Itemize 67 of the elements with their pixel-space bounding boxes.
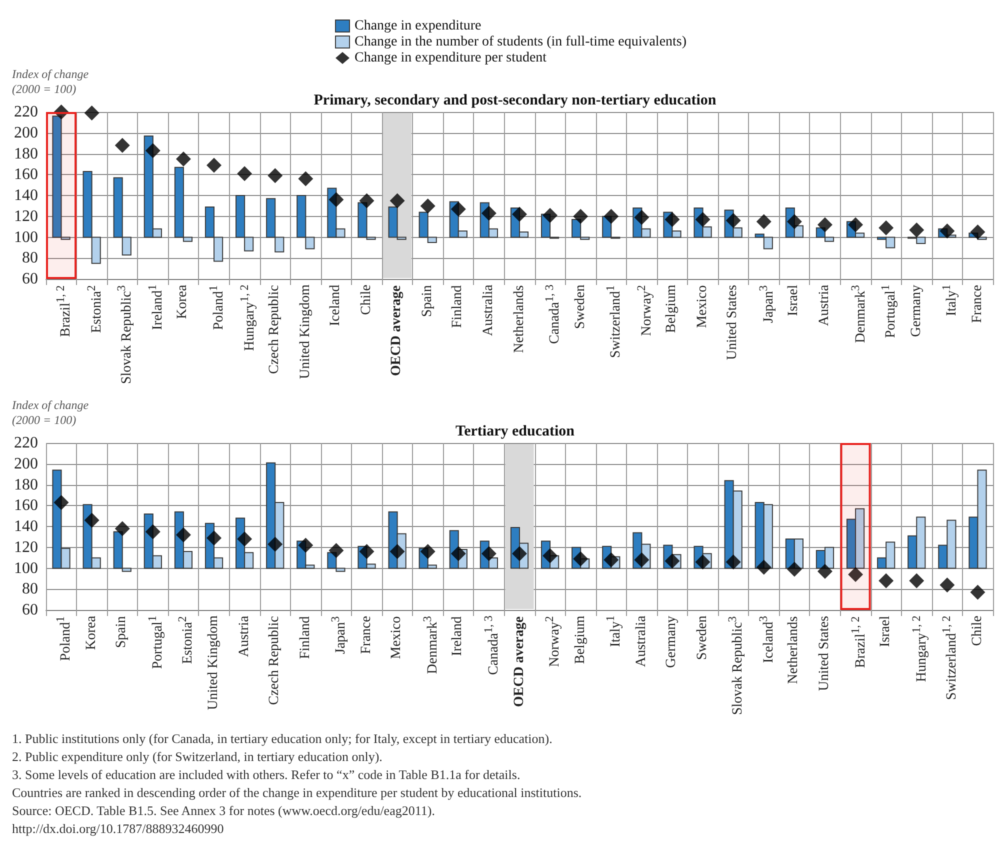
x-tick-label: United States xyxy=(816,616,833,694)
x-tick-label: Australia xyxy=(480,285,497,338)
x-tick-label: Israel xyxy=(785,285,802,318)
x-tick-label: United Kingdom xyxy=(296,285,314,382)
x-tick-label: Finland xyxy=(449,285,466,330)
y-tick-label: 80 xyxy=(22,250,38,267)
y-tick-label: 160 xyxy=(14,166,38,184)
x-tick-label: Germany xyxy=(663,616,680,670)
x-tick-label: Belgium xyxy=(663,285,680,336)
x-tick-label: Korea xyxy=(174,285,192,322)
y-axis-title: Index of change (2000 = 100) xyxy=(11,67,90,96)
x-tick-label: Austria xyxy=(816,285,833,328)
x-tick-label: Mexico xyxy=(694,285,711,330)
x-tick-label: Czech Republic xyxy=(266,285,284,376)
x-tick-label: France xyxy=(358,616,375,656)
x-tick-label: Netherlands xyxy=(510,285,528,355)
y-tick-label: 180 xyxy=(14,145,38,162)
x-tick-label: Israel xyxy=(877,616,894,650)
x-tick-label: Belgium xyxy=(572,616,589,666)
x-tick-label: Iceland xyxy=(327,285,344,328)
x-tick-label: Czech Republic xyxy=(266,616,284,708)
x-tick-label: Austria xyxy=(236,616,253,660)
x-tick-label: OECD average xyxy=(510,616,528,709)
x-tick-label: United Kingdom xyxy=(205,616,222,712)
chart-title: Primary, secondary and post-secondary non-tertiary education xyxy=(314,92,717,108)
y-tick-label: 140 xyxy=(14,187,38,204)
x-tick-label: Chile xyxy=(968,616,986,648)
y-tick-label: 100 xyxy=(14,560,38,577)
x-tick-label: Korea xyxy=(82,616,100,652)
x-tick-label: Germany xyxy=(908,285,925,340)
text: 2. Public expenditure only (for Switzerland, in tertiary education only). xyxy=(12,748,384,766)
x-tick-label: Netherlands xyxy=(785,616,802,686)
text: Countries are ranked in descending order of the change in expenditure per student by educational institutions. xyxy=(12,784,583,802)
x-tick-label: Australia xyxy=(632,616,650,670)
y-tick-label: 200 xyxy=(14,455,38,472)
text: http://dx.doi.org/10.1787/888932460990 xyxy=(12,820,225,838)
legend-label: Change in expenditure xyxy=(354,18,482,34)
x-tick-label: OECD average xyxy=(388,285,406,378)
legend-label: Change in the number of students (in full-time equivalents) xyxy=(354,34,687,50)
x-tick-label: Spain xyxy=(113,616,130,650)
y-tick-label: 60 xyxy=(22,270,38,288)
y-tick-label: 220 xyxy=(14,434,38,452)
x-tick-label: Sweden xyxy=(694,616,711,662)
x-tick-label: France xyxy=(968,285,986,326)
x-tick-label: Ireland xyxy=(449,616,466,658)
x-tick-label: Chile xyxy=(358,285,375,318)
y-tick-label: 80 xyxy=(22,580,38,598)
y-tick-label: 220 xyxy=(14,104,38,120)
legend-label: Change in expenditure per student xyxy=(354,50,547,66)
y-tick-label: 100 xyxy=(14,228,38,246)
x-tick-label: Finland xyxy=(296,616,314,661)
y-tick-label: 140 xyxy=(14,518,38,535)
text: 1. Public institutions only (for Canada, in tertiary education only; for Italy, except in tertiary education). xyxy=(12,730,554,748)
y-tick-label: 60 xyxy=(22,602,38,618)
chart-title: Tertiary education xyxy=(455,424,576,440)
y-tick-label: 120 xyxy=(14,208,38,225)
x-tick-label: Sweden xyxy=(572,285,589,332)
y-axis-title: Index of change (2000 = 100) xyxy=(11,398,90,427)
y-tick-label: 120 xyxy=(14,538,38,556)
y-tick-label: 180 xyxy=(14,476,38,494)
text: 3. Some levels of education are included with others. Refer to “x” code in Table B1.1a for details. xyxy=(12,766,522,784)
x-tick-label: United States xyxy=(724,285,742,362)
y-tick-label: 160 xyxy=(14,497,38,514)
x-tick-label: Spain xyxy=(418,285,436,319)
source-note: Source: OECD. Table B1.5. See Annex 3 for notes (www.oecd.org/edu/eag2011). xyxy=(12,802,436,820)
y-tick-label: 200 xyxy=(14,124,38,142)
x-tick-label: Mexico xyxy=(388,616,406,661)
